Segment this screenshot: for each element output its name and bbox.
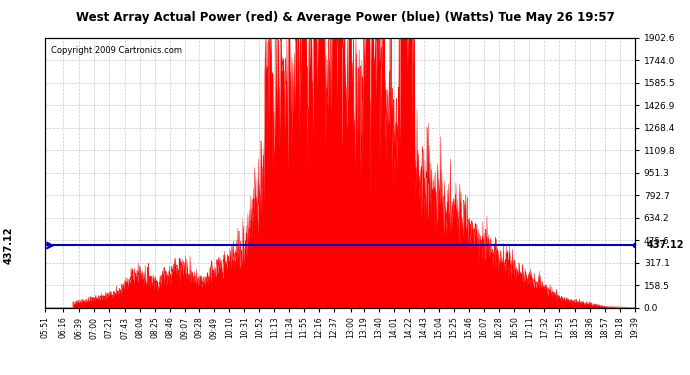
- Text: West Array Actual Power (red) & Average Power (blue) (Watts) Tue May 26 19:57: West Array Actual Power (red) & Average …: [76, 11, 614, 24]
- Text: 437.12: 437.12: [647, 240, 684, 250]
- Text: 437.12: 437.12: [3, 227, 13, 264]
- Text: Copyright 2009 Cartronics.com: Copyright 2009 Cartronics.com: [51, 46, 181, 55]
